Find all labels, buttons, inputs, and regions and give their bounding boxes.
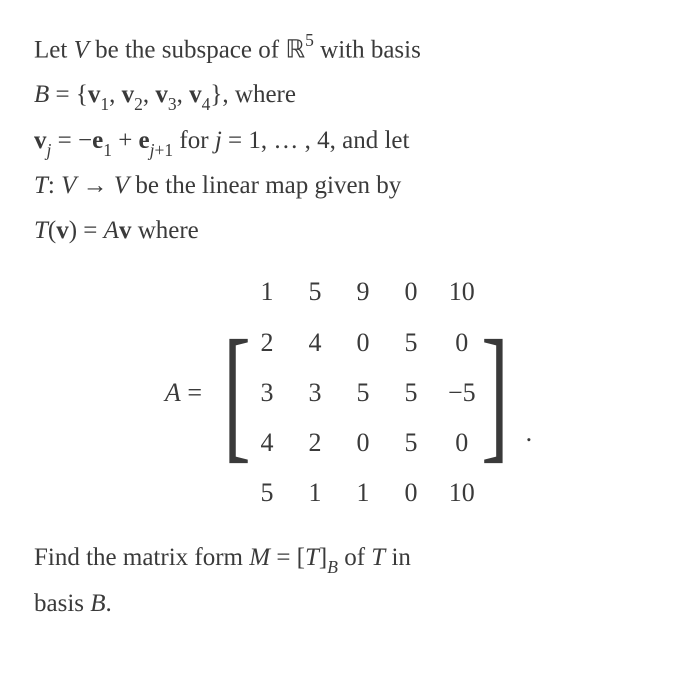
text: where xyxy=(131,217,198,244)
matrix-cell: 1 xyxy=(352,471,374,515)
sub-4: 4 xyxy=(202,94,211,114)
matrix-cell: 4 xyxy=(256,421,278,465)
sub-j1: j+1 xyxy=(150,140,174,160)
text: = 1, … , 4, xyxy=(222,127,342,154)
matrix-cell: 0 xyxy=(400,471,422,515)
sub-2: 2 xyxy=(134,94,143,114)
matrix-cell: 1 xyxy=(304,471,326,515)
matrix-cell: 2 xyxy=(304,421,326,465)
matrix-grid: 1 5 9 0 10 2 4 0 5 0 3 3 5 5 −5 4 2 0 5 … xyxy=(256,270,476,515)
matrix-cell: 3 xyxy=(304,371,326,415)
sub-1: 1 xyxy=(103,140,112,160)
matrix-cell: 10 xyxy=(448,270,476,314)
text: in xyxy=(385,544,411,571)
text: Let xyxy=(34,36,74,63)
problem-line-6: Find the matrix form M = [T]B of T in xyxy=(34,537,663,581)
matrix-cell: 10 xyxy=(448,471,476,515)
matrix-cell: 5 xyxy=(352,371,374,415)
matrix-cell: 2 xyxy=(256,321,278,365)
matrix-cell: 0 xyxy=(400,270,422,314)
symbol-R: ℝ xyxy=(285,36,305,63)
sub-B: B xyxy=(327,557,338,577)
var-V: V xyxy=(74,36,89,63)
vec-v4: v xyxy=(189,81,202,108)
var-j: j xyxy=(215,127,222,154)
vec-v: v xyxy=(119,217,132,244)
exponent-5: 5 xyxy=(305,30,314,50)
sub-3: 3 xyxy=(168,94,177,114)
matrix-cell: 9 xyxy=(352,270,374,314)
matrix-cell: 0 xyxy=(352,421,374,465)
matrix-cell: 5 xyxy=(256,471,278,515)
text: for xyxy=(173,127,215,154)
matrix-cell: 5 xyxy=(400,371,422,415)
matrix-cell: 4 xyxy=(304,321,326,365)
matrix-cell: 0 xyxy=(448,321,476,365)
text: and let xyxy=(342,127,409,154)
var-A: A xyxy=(104,217,119,244)
var-T: T xyxy=(34,217,48,244)
vec-v1: v xyxy=(88,81,101,108)
comma: , xyxy=(143,81,156,108)
text: = { xyxy=(49,81,88,108)
problem-line-5: T(v) = Av where xyxy=(34,210,663,253)
matrix-cell: 1 xyxy=(256,270,278,314)
problem-line-4: T: V → V be the linear map given by xyxy=(34,165,663,208)
text: of xyxy=(338,544,371,571)
var-M: M xyxy=(249,544,270,571)
sub-j: j xyxy=(47,140,52,160)
matrix-equation: A = [ 1 5 9 0 10 2 4 0 5 0 3 3 5 5 −5 4 … xyxy=(34,270,663,515)
close-bracket: ] xyxy=(319,544,327,571)
var-T: T xyxy=(305,544,319,571)
vec-v: v xyxy=(56,217,69,244)
matrix-cell: 0 xyxy=(352,321,374,365)
sub-plus1-part: +1 xyxy=(155,140,174,160)
vec-ej1: e xyxy=(139,127,150,154)
arrow: → xyxy=(76,172,114,199)
matrix-cell: −5 xyxy=(448,371,476,415)
colon: : xyxy=(48,172,61,199)
var-T: T xyxy=(34,172,48,199)
text: = [ xyxy=(270,544,305,571)
period: . xyxy=(526,411,533,515)
vec-v3: v xyxy=(155,81,168,108)
comma: , xyxy=(109,81,122,108)
matrix-cell: 5 xyxy=(304,270,326,314)
matrix-cell: 5 xyxy=(400,421,422,465)
var-V: V xyxy=(61,172,76,199)
matrix-lhs: A = xyxy=(165,371,202,415)
text: basis xyxy=(34,590,90,617)
right-bracket: ] xyxy=(481,313,508,473)
text: ) = xyxy=(69,217,104,244)
vec-v2: v xyxy=(122,81,135,108)
comma: , xyxy=(177,81,190,108)
equals: = xyxy=(181,378,202,407)
var-A: A xyxy=(165,378,181,407)
var-T: T xyxy=(371,544,385,571)
matrix-cell: 0 xyxy=(448,421,476,465)
text: Find the matrix form xyxy=(34,544,249,571)
text: be the subspace of xyxy=(89,36,285,63)
sub-1: 1 xyxy=(100,94,109,114)
matrix-cell: 5 xyxy=(400,321,422,365)
open-paren: ( xyxy=(48,217,56,244)
matrix-cell: 3 xyxy=(256,371,278,415)
var-V: V xyxy=(114,172,129,199)
text: = − xyxy=(51,127,92,154)
problem-line-7: basis B. xyxy=(34,583,663,626)
problem-line-1: Let V be the subspace of ℝ5 with basis xyxy=(34,28,663,72)
text: }, xyxy=(210,81,235,108)
text: where xyxy=(235,81,296,108)
text: + xyxy=(112,127,139,154)
text: be the linear map given by xyxy=(129,172,401,199)
text: with basis xyxy=(314,36,421,63)
vec-e1: e xyxy=(92,127,103,154)
vec-vj: v xyxy=(34,127,47,154)
period: . xyxy=(106,590,112,617)
var-B: B xyxy=(90,590,105,617)
var-B: B xyxy=(34,81,49,108)
problem-line-3: vj = −e1 + ej+1 for j = 1, … , 4, and le… xyxy=(34,120,663,164)
problem-line-2: B = {v1, v2, v3, v4}, where xyxy=(34,74,663,118)
left-bracket: [ xyxy=(223,313,250,473)
